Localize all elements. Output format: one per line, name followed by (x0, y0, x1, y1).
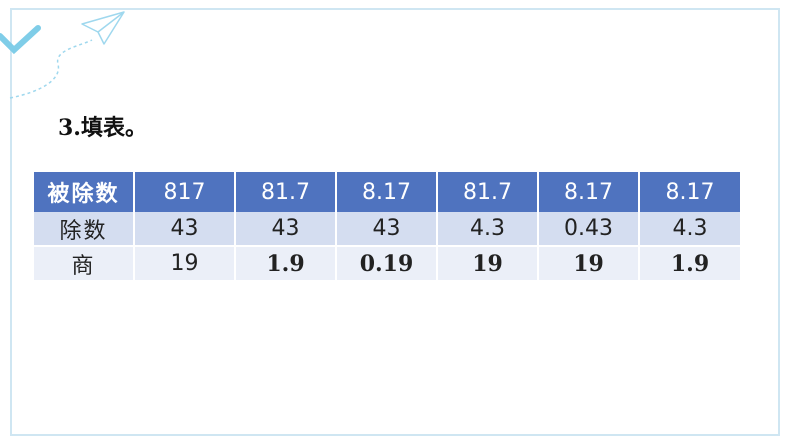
check-mark-icon (0, 25, 41, 55)
divisor-cell: 43 (134, 212, 236, 247)
quotient-cell: 19 (134, 246, 236, 280)
table-row-quotient: 商 19 1.9 0.19 19 19 1.9 (34, 246, 740, 280)
table-row-divisor: 除数 43 43 43 4.3 0.43 4.3 (34, 212, 740, 247)
divisor-cell: 43 (336, 212, 438, 247)
paper-plane-icon (81, 11, 125, 45)
dividend-cell: 8.17 (639, 172, 740, 212)
answer-cell: 19 (437, 246, 539, 280)
table-row-dividend: 被除数 817 81.7 8.17 81.7 8.17 8.17 (34, 172, 740, 212)
answer-cell: 1.9 (235, 246, 337, 280)
dividend-cell: 81.7 (437, 172, 539, 212)
dividend-cell: 8.17 (538, 172, 640, 212)
dividend-cell: 817 (134, 172, 236, 212)
divisor-cell: 43 (235, 212, 337, 247)
dashed-flight-path (9, 39, 93, 99)
answer-cell: 0.19 (336, 246, 438, 280)
row-label-dividend: 被除数 (34, 172, 135, 212)
answer-cell: 1.9 (639, 246, 740, 280)
answer-cell: 19 (538, 246, 640, 280)
divisor-cell: 4.3 (639, 212, 740, 247)
division-table: 被除数 817 81.7 8.17 81.7 8.17 8.17 除数 43 4… (34, 172, 740, 280)
row-label-quotient: 商 (34, 246, 135, 280)
divisor-cell: 0.43 (538, 212, 640, 247)
divisor-cell: 4.3 (437, 212, 539, 247)
decoration (0, 11, 125, 99)
dividend-cell: 8.17 (336, 172, 438, 212)
exercise-heading: 3.填表。 (58, 115, 147, 141)
dividend-cell: 81.7 (235, 172, 337, 212)
row-label-divisor: 除数 (34, 212, 135, 247)
slide-frame (10, 8, 780, 436)
